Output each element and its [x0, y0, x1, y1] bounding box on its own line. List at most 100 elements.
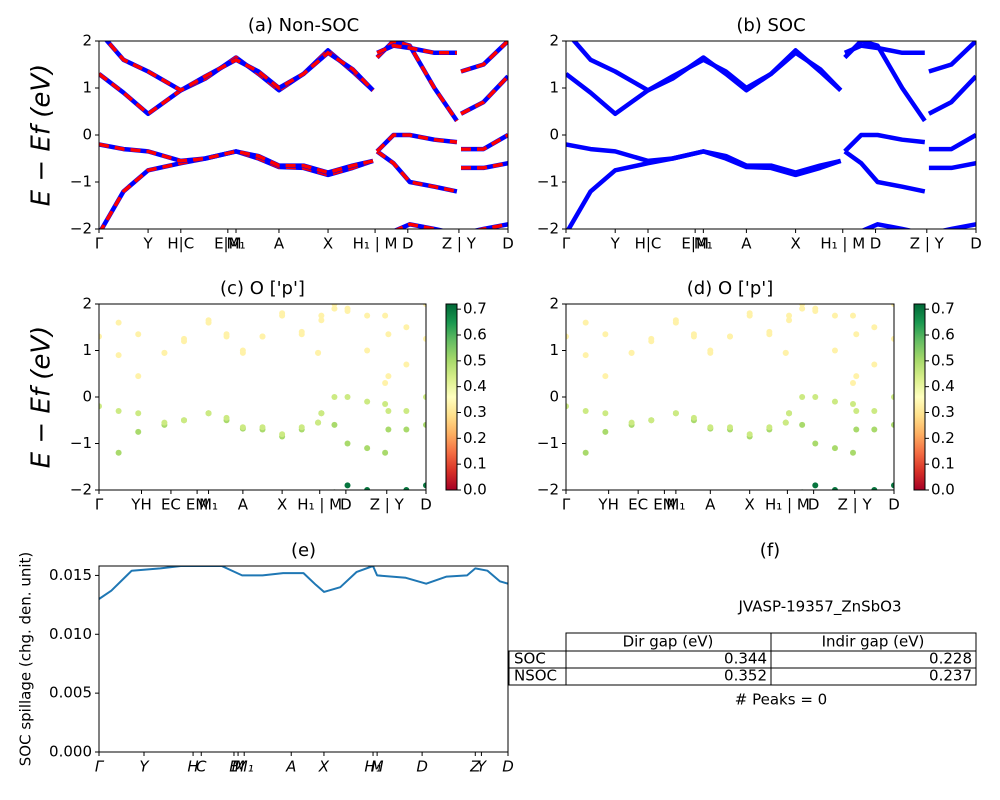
y-tick-label: 0.000 [49, 743, 92, 761]
colorbar [913, 303, 926, 491]
x-tick-label: YH [597, 496, 618, 514]
x-tick-label: X [277, 496, 287, 514]
band-point [331, 421, 338, 428]
band-point [746, 431, 753, 438]
band-point [871, 361, 878, 368]
band-point [871, 426, 878, 433]
x-tick-label: E [229, 758, 239, 776]
x-tick-label: M₁ [227, 235, 246, 253]
band-point [786, 312, 793, 319]
y-tick-label: 1 [549, 79, 559, 97]
band-point [364, 487, 371, 490]
band-point [602, 428, 609, 435]
x-tick-label: X [318, 758, 330, 776]
band-point [403, 324, 410, 331]
band-line-dash [394, 222, 508, 229]
y-axis-label: SOC spillage (chg. den. unit) [17, 552, 35, 767]
colorbar-tick-label: 0.1 [931, 455, 955, 473]
x-tick-label: H₁ | M [297, 496, 342, 514]
table-header: Indir gap (eV) [822, 633, 925, 651]
x-tick-label: Γ [95, 496, 104, 514]
band-point [648, 335, 655, 342]
y-tick-label: 2 [549, 32, 559, 50]
band-point [799, 305, 806, 312]
x-tick-label: Γ [562, 235, 571, 253]
y-tick-label: −2 [537, 481, 559, 499]
band-point [672, 319, 679, 326]
band-point [786, 410, 793, 417]
y-axis-label: E − Ef (eV) [27, 64, 57, 207]
band-point [385, 407, 392, 414]
band-point [853, 426, 860, 433]
x-tick-label: X [790, 235, 800, 253]
band-point [135, 331, 142, 338]
x-tick-label: EM [186, 496, 208, 514]
band-point [318, 312, 325, 319]
x-tick-label: A [238, 496, 249, 514]
band-point [115, 319, 122, 326]
x-tick-label: H|C [167, 235, 194, 253]
x-tick-label: Z | Y [442, 235, 477, 253]
y-tick-label: −1 [70, 173, 92, 191]
plot-area [566, 41, 976, 229]
y-tick-label: −2 [70, 481, 92, 499]
band-point [766, 424, 773, 431]
colorbar-tick-label: 0.4 [931, 377, 955, 395]
band-point [582, 319, 589, 326]
x-tick-label: D [420, 496, 432, 514]
x-tick-label: EC [161, 496, 181, 514]
band-point [563, 292, 569, 298]
peaks-note: # Peaks = 0 [735, 691, 827, 709]
colorbar-tick-label: 0.0 [463, 481, 487, 499]
band-point [298, 424, 305, 431]
x-tick-label: D [416, 758, 428, 776]
band-point [344, 482, 351, 489]
band-line [104, 41, 508, 93]
x-tick-label: Y [610, 235, 621, 253]
band-point [891, 482, 894, 489]
chart-title: (e) [291, 540, 316, 561]
x-tick-label: X [745, 496, 755, 514]
band-point [871, 324, 878, 331]
band-point [181, 335, 188, 342]
band-point [871, 487, 878, 490]
x-tick-label: EM [653, 496, 675, 514]
band-point [344, 307, 351, 314]
band-point [403, 487, 410, 490]
band-point [364, 445, 371, 452]
chart-title: (d) O ['p'] [687, 278, 773, 299]
band-line [571, 41, 976, 93]
band-point [690, 414, 697, 421]
band-point [135, 428, 142, 435]
x-tick-label: M₁ [235, 758, 254, 776]
y-tick-label: −2 [537, 220, 559, 238]
band-point [746, 312, 753, 319]
band-point [364, 398, 371, 405]
band-point [850, 380, 856, 387]
x-tick-label: H₁ | M [353, 235, 398, 253]
band-point [727, 333, 733, 340]
colorbar-tick-label: 0.4 [463, 377, 487, 395]
plot-area [99, 41, 508, 229]
band-point [799, 421, 806, 428]
colorbar-tick-label: 0.6 [463, 326, 487, 344]
x-tick-label: Z | Y [370, 496, 405, 514]
y-tick-label: 0 [549, 388, 559, 406]
band-point [161, 349, 168, 356]
band-point [115, 352, 122, 359]
band-point [223, 331, 230, 338]
colorbar-tick-label: 0.2 [463, 429, 487, 447]
band-point [423, 482, 426, 489]
band-point [891, 421, 894, 428]
band-point [385, 373, 392, 380]
band-point [403, 426, 410, 433]
y-tick-label: −2 [70, 220, 92, 238]
band-point [259, 424, 266, 431]
band-point [602, 410, 609, 417]
x-tick-label: A [741, 235, 752, 253]
x-tick-label: M₁ [666, 496, 685, 514]
band-point [96, 292, 102, 298]
band-point [707, 347, 714, 354]
colorbar-tick-label: 0.6 [931, 326, 955, 344]
